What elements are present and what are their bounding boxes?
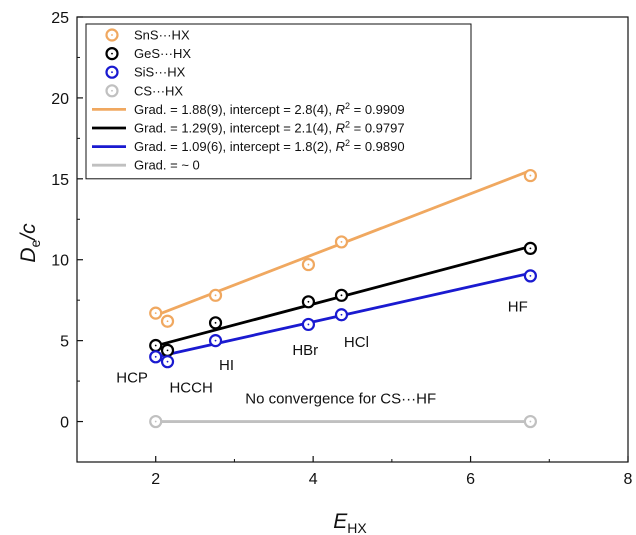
data-point (208, 334, 223, 348)
x-tick-label: 4 (309, 471, 318, 488)
data-point (149, 338, 163, 353)
point-center (529, 174, 532, 177)
legend-entry-marker (105, 65, 119, 79)
point-center (214, 339, 217, 342)
data-point (208, 288, 223, 302)
data-point (301, 295, 316, 309)
data-point (334, 308, 349, 322)
point-center (307, 263, 310, 266)
legend-label: GeS···HX (134, 46, 191, 61)
x-tick-label: 6 (466, 471, 475, 488)
point-center (154, 355, 157, 358)
annotation-label: HF (508, 299, 528, 316)
legend-fit-label: Grad. = 1.29(9), intercept = 2.1(4), R2 … (134, 120, 405, 136)
data-points (149, 168, 537, 429)
annotation-label: HCCH (169, 379, 212, 396)
annotation-label: HBr (292, 342, 318, 359)
point-center (529, 420, 532, 423)
y-tick-label: 25 (51, 10, 69, 27)
x-axis-title: EHX (333, 510, 367, 535)
data-point (149, 350, 163, 364)
point-center (340, 294, 343, 297)
point-center (154, 344, 157, 347)
legend-marker-center (111, 52, 113, 55)
data-point (523, 414, 537, 429)
point-center (166, 360, 169, 363)
legend: SnS···HX GeS···HX SiS···HX CS···HX Grad. = 1… (85, 23, 472, 180)
data-point (334, 288, 349, 302)
data-point (523, 269, 537, 283)
point-center (340, 313, 343, 316)
x-tick-label: 8 (624, 471, 633, 488)
data-point (301, 317, 316, 332)
y-tick-label: 20 (51, 91, 69, 108)
data-point (301, 257, 316, 272)
point-center (529, 275, 532, 277)
x-tick-label: 2 (151, 471, 160, 488)
legend-fit-label: Grad. = ~ 0 (134, 158, 200, 173)
data-point (149, 306, 163, 320)
y-tick-label: 5 (60, 334, 69, 351)
y-tick-label: 15 (51, 172, 69, 189)
annotation-label: No convergence for CS···HF (245, 391, 436, 408)
legend-entry-marker (105, 46, 119, 61)
point-center (529, 247, 532, 250)
y-axis-title: De/c (17, 223, 43, 263)
legend-fit-label: Grad. = 1.88(9), intercept = 2.8(4), R2 … (134, 101, 405, 117)
point-center (154, 312, 157, 315)
data-point (160, 314, 175, 328)
data-point (149, 414, 163, 429)
y-tick-label: 0 (60, 415, 69, 432)
legend-box (85, 23, 472, 180)
legend-marker-center (111, 89, 113, 92)
annotation-label: HCl (344, 334, 369, 351)
legend-marker-center (111, 34, 113, 36)
point-center (340, 241, 343, 243)
data-point (523, 168, 537, 183)
point-center (166, 349, 169, 352)
point-center (307, 300, 310, 303)
annotations: HCP HCCH HI HBr HCl HF No convergence for CS··… (116, 299, 528, 408)
legend-marker-center (111, 71, 113, 74)
legend-fit-label: Grad. = 1.09(6), intercept = 1.8(2), R2 … (134, 138, 405, 154)
data-point (523, 241, 537, 255)
y-tick-label: 10 (51, 253, 69, 270)
x-axis: 2 4 6 8 (76, 456, 633, 488)
annotation-label: HCP (116, 370, 148, 387)
point-center (154, 420, 157, 423)
data-point (160, 355, 175, 369)
legend-label: SnS···HX (134, 28, 190, 43)
legend-entry-marker (105, 84, 119, 98)
legend-entry-marker (105, 28, 119, 42)
legend-label: SiS···HX (134, 65, 186, 80)
point-center (214, 294, 217, 297)
point-center (166, 320, 169, 323)
annotation-label: HI (219, 357, 234, 374)
y-axis: 0 5 10 15 20 25 (51, 10, 83, 432)
data-point (160, 343, 175, 357)
legend-label: CS···HX (134, 83, 183, 98)
point-center (214, 321, 217, 324)
data-point (334, 235, 349, 249)
data-point (208, 316, 223, 330)
point-center (307, 323, 310, 326)
